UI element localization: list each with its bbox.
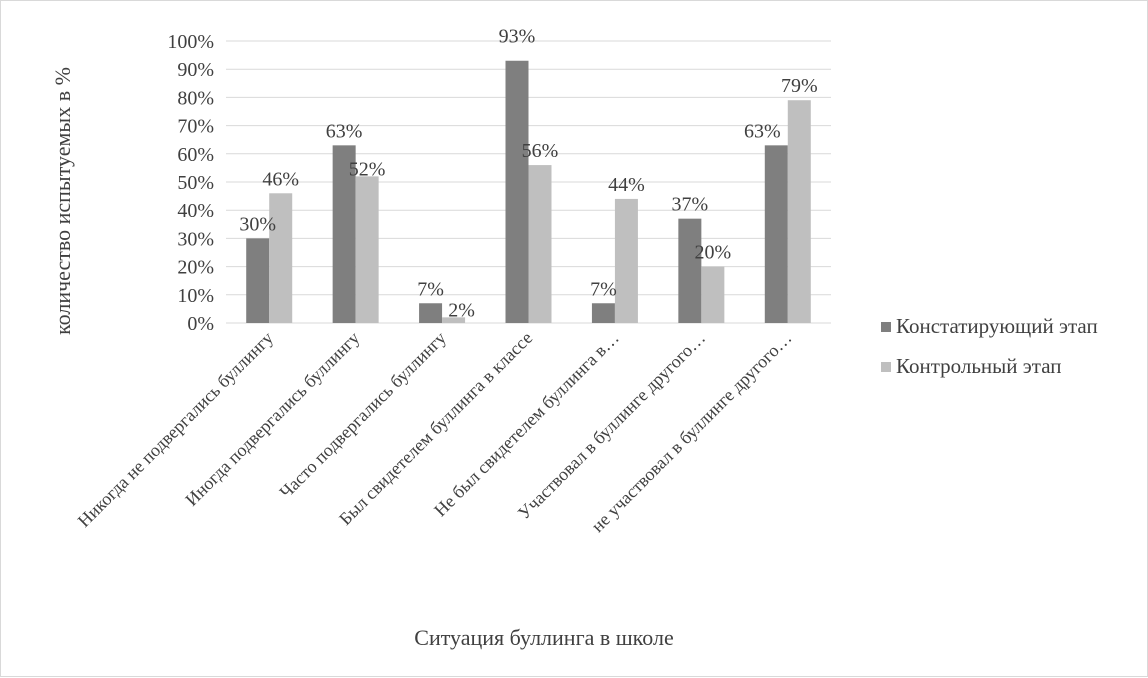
y-axis-title: количество испытуемых в % [50, 67, 75, 335]
y-tick-label: 70% [177, 116, 214, 138]
bar [355, 176, 379, 323]
data-label: 93% [499, 26, 536, 48]
category-label: Иногда подвергались буллингу [181, 328, 363, 510]
category-label: Участвовал в буллинге другого… [514, 328, 709, 523]
y-tick-label: 40% [177, 200, 214, 222]
bar [614, 198, 638, 323]
y-tick-label: 50% [177, 172, 214, 194]
data-label: 7% [417, 278, 444, 300]
legend: Констатирующий этап Контрольный этап [881, 314, 1098, 378]
data-label: 30% [239, 213, 276, 235]
data-label: 63% [326, 120, 363, 142]
data-label: 46% [262, 168, 299, 190]
category-label: Не был свидетелем буллинга в… [430, 328, 623, 521]
legend-label: Констатирующий этап [896, 314, 1098, 338]
data-labels: 30%46%63%52%7%2%93%56%7%44%37%20%63%79% [239, 26, 817, 322]
x-axis-title: Ситуация буллинга в школе [414, 625, 673, 650]
y-axis-ticks: 0% 10% 20% 30% 40% 50% 60% 70% 80% 90% 100% [167, 31, 214, 335]
bar [701, 266, 725, 323]
y-tick-label: 30% [177, 228, 214, 250]
bar [332, 145, 356, 323]
y-tick-label: 20% [177, 257, 214, 279]
bar [269, 193, 293, 323]
legend-swatch [881, 322, 891, 332]
bar [419, 303, 443, 323]
y-tick-label: 100% [167, 31, 214, 53]
bar [678, 218, 702, 323]
legend-label: Контрольный этап [896, 354, 1061, 378]
legend-swatch [881, 362, 891, 372]
bar [442, 317, 466, 323]
category-label: Часто подвергались буллингу [276, 328, 450, 502]
data-label: 37% [672, 194, 709, 216]
data-label: 63% [744, 120, 781, 142]
y-tick-label: 60% [177, 144, 214, 166]
y-tick-label: 80% [177, 87, 214, 109]
y-tick-label: 90% [177, 59, 214, 81]
bar [505, 60, 529, 324]
data-label: 79% [781, 75, 818, 97]
data-label: 20% [695, 242, 732, 264]
category-label: Был свидетелем буллинга в классе [335, 328, 536, 529]
bar [528, 165, 552, 323]
bar [246, 238, 270, 323]
y-tick-label: 10% [177, 285, 214, 307]
bar [764, 145, 788, 323]
data-label: 52% [349, 158, 386, 180]
data-label: 56% [522, 140, 559, 162]
bars [246, 60, 811, 324]
bar [787, 100, 811, 323]
data-label: 7% [590, 278, 617, 300]
y-tick-label: 0% [187, 313, 214, 335]
bar [591, 303, 615, 323]
data-label: 2% [448, 299, 475, 321]
data-label: 44% [608, 174, 645, 196]
